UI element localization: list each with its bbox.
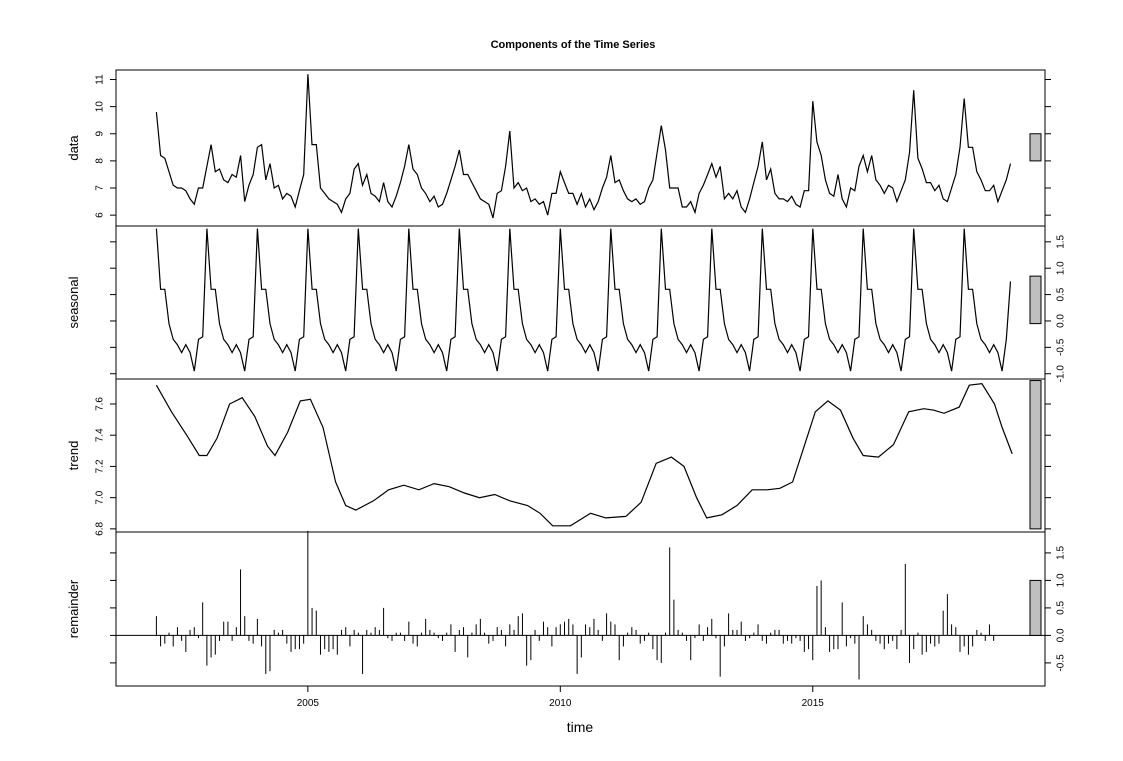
- x-axis-label: time: [567, 719, 594, 735]
- data-ylabel: data: [66, 135, 81, 161]
- panel-seasonal: -1.0 -0.5 0.0 0.5 1.0 1.5 seasonal: [66, 225, 1067, 383]
- remainder-ylabel: remainder: [66, 579, 81, 638]
- y-tick-label: 0.0: [1056, 628, 1067, 642]
- trend-line: [155, 383, 1013, 527]
- panel-frame: [115, 225, 1046, 380]
- data-scale-bar: [1029, 133, 1042, 162]
- y-tick-label: 7.6: [95, 397, 106, 411]
- panel-remainder: -0.5 0.0 0.5 1.0 1.5 remainder: [66, 530, 1067, 687]
- y-tick-label: -1.0: [1056, 365, 1067, 383]
- y-tick-label: 0.5: [1056, 601, 1067, 615]
- seasonal-scale-bar: [1029, 275, 1042, 325]
- chart-title: Components of the Time Series: [491, 39, 656, 51]
- seasonal-ylabel: seasonal: [66, 276, 81, 328]
- y-tick-label: 1.0: [1056, 261, 1067, 275]
- y-tick-label: 11: [95, 74, 106, 85]
- y-tick-label: 7.0: [95, 490, 106, 504]
- y-tick-label: -0.5: [1056, 654, 1067, 672]
- y-tick-label: 7.2: [95, 459, 106, 473]
- panel-frame: [115, 69, 1046, 227]
- y-tick-label: 8: [95, 158, 106, 164]
- y-tick-label: 1.0: [1056, 573, 1067, 587]
- x-tick-label: 2010: [549, 698, 572, 709]
- panels: 6 7 8 9 10 11 data -1.0 -0.5 0.0 0.5 1.0 1.5 seasonal…: [66, 69, 1067, 687]
- y-tick-label: 7.4: [95, 428, 106, 442]
- y-tick-label: 1.5: [1056, 234, 1067, 248]
- y-tick-label: 6.8: [95, 521, 106, 535]
- seasonal-line: [155, 228, 1012, 372]
- y-tick-label: 10: [95, 101, 106, 113]
- y-tick-label: 1.5: [1056, 546, 1067, 560]
- panel-data: 6 7 8 9 10 11 data: [66, 69, 1051, 227]
- y-tick-label: -0.5: [1056, 338, 1067, 356]
- panel-trend: 6.8 7.0 7.2 7.4 7.6 trend: [66, 378, 1051, 536]
- x-axis: 2005 2010 2015: [297, 686, 825, 709]
- trend-ylabel: trend: [66, 441, 81, 471]
- y-tick-label: 0.5: [1056, 287, 1067, 301]
- trend-scale-bar: [1029, 380, 1042, 530]
- x-tick-label: 2015: [802, 698, 825, 709]
- data-line: [155, 74, 1012, 219]
- remainder-scale-bar: [1029, 579, 1042, 636]
- panel-frame: [115, 531, 1046, 687]
- panel-frame: [115, 378, 1046, 533]
- y-tick-label: 7: [95, 185, 106, 191]
- y-tick-label: 0.0: [1056, 314, 1067, 328]
- y-tick-label: 9: [95, 131, 106, 137]
- x-tick-label: 2005: [297, 698, 320, 709]
- y-tick-label: 6: [95, 212, 106, 218]
